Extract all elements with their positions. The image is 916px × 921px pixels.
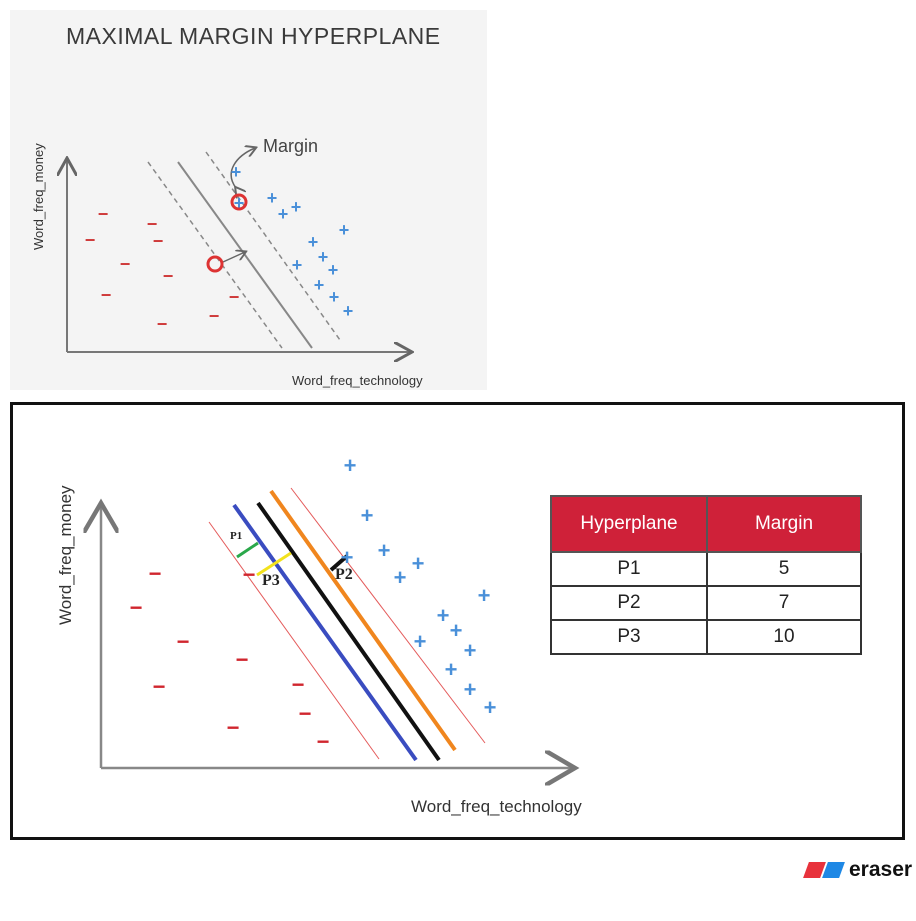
minus-marker: − <box>292 672 305 697</box>
plus-marker: + <box>328 260 339 280</box>
eraser-logo-text: eraser <box>849 858 913 881</box>
minus-marker: − <box>130 595 143 620</box>
bottom-p2-margin-indicator <box>329 554 349 572</box>
top-support-vector-minus <box>206 255 224 273</box>
top-diagram-panel: MAXIMAL MARGIN HYPERPLANE Word_freq_mone… <box>10 10 487 390</box>
bottom-x-axis-label: Word_freq_technology <box>411 797 582 816</box>
plus-marker: + <box>308 232 319 252</box>
minus-marker: − <box>149 561 162 586</box>
plus-marker: + <box>464 638 477 663</box>
minus-marker: − <box>227 715 240 740</box>
top-margin-small-arrow <box>222 252 245 263</box>
plus-marker: + <box>278 204 289 224</box>
table-cell-hyperplane: P3 <box>550 619 708 655</box>
top-title: MAXIMAL MARGIN HYPERPLANE <box>66 23 441 49</box>
minus-marker: − <box>157 314 168 334</box>
plus-marker: + <box>361 503 374 528</box>
margin-table: Hyperplane Margin P1 5 P2 7 P3 10 <box>550 495 862 655</box>
top-margin-label: Margin <box>263 136 318 156</box>
minus-marker: − <box>101 285 112 305</box>
margin-table-header-row: Hyperplane Margin <box>550 495 862 553</box>
minus-marker: − <box>299 701 312 726</box>
minus-marker: − <box>243 562 256 587</box>
top-diagram-svg: MAXIMAL MARGIN HYPERPLANE Word_freq_mone… <box>31 23 441 388</box>
plus-marker: + <box>314 275 325 295</box>
minus-marker: − <box>153 674 166 699</box>
minus-marker: − <box>236 647 249 672</box>
table-cell-hyperplane: P2 <box>550 585 708 621</box>
top-points-group: − −− −−−− −− −+++ ++++++ ++++ <box>85 162 354 334</box>
bottom-y-axis-label: Word_freq_money <box>56 485 75 625</box>
bottom-hyperplane-p1 <box>232 503 418 762</box>
bottom-p1-margin-indicator <box>236 541 259 559</box>
plus-marker: + <box>394 565 407 590</box>
bottom-hyperplane-p3 <box>269 489 457 752</box>
bottom-p2-label: P2 <box>335 566 353 583</box>
minus-marker: − <box>229 287 240 307</box>
top-margin-curved-arrow <box>230 148 255 188</box>
plus-marker: + <box>450 618 463 643</box>
minus-marker: − <box>98 204 109 224</box>
minus-marker: − <box>147 214 158 234</box>
top-support-vector-plus <box>230 193 248 211</box>
plus-marker: + <box>291 197 302 217</box>
bottom-p3-margin-indicator <box>256 551 292 577</box>
eraser-logo: eraser <box>803 858 913 882</box>
minus-marker: − <box>163 266 174 286</box>
bottom-thin-margin-line-right <box>290 487 486 744</box>
bottom-thin-margin-line-left <box>208 521 380 760</box>
table-cell-margin: 5 <box>706 551 862 587</box>
plus-marker: + <box>414 629 427 654</box>
minus-marker: − <box>85 230 96 250</box>
top-margin-line-right <box>205 151 341 341</box>
plus-marker: + <box>234 193 245 213</box>
table-cell-margin: 10 <box>706 619 862 655</box>
plus-marker: + <box>343 301 354 321</box>
plus-marker: + <box>378 538 391 563</box>
bottom-diagram-frame: Word_freq_money Word_freq_technology P1 … <box>10 402 905 840</box>
plus-marker: + <box>344 453 357 478</box>
minus-marker: − <box>209 306 220 326</box>
plus-marker: + <box>478 583 491 608</box>
plus-marker: + <box>339 220 350 240</box>
bottom-p3-label: P3 <box>262 572 280 589</box>
plus-marker: + <box>267 188 278 208</box>
plus-marker: + <box>484 695 497 720</box>
margin-table-header-hyperplane: Hyperplane <box>550 495 708 553</box>
bottom-diagram-svg: Word_freq_money Word_freq_technology P1 … <box>56 453 582 816</box>
minus-marker: − <box>153 231 164 251</box>
eraser-logo-mark-icon <box>803 862 845 878</box>
minus-marker: − <box>177 629 190 654</box>
minus-marker: − <box>120 254 131 274</box>
top-x-axis-label: Word_freq_technology <box>292 373 423 388</box>
margin-table-header-margin: Margin <box>706 495 862 553</box>
plus-marker: + <box>341 545 354 570</box>
plus-marker: + <box>231 162 242 182</box>
plus-marker: + <box>329 287 340 307</box>
bottom-points-group: −−−−− −−−−−++++ ++++++++++ <box>130 453 497 754</box>
table-row: P3 10 <box>550 619 862 655</box>
plus-marker: + <box>412 551 425 576</box>
plus-marker: + <box>445 657 458 682</box>
top-y-axis-label: Word_freq_money <box>31 143 46 250</box>
table-cell-margin: 7 <box>706 585 862 621</box>
plus-marker: + <box>292 255 303 275</box>
minus-marker: − <box>317 729 330 754</box>
plus-marker: + <box>464 677 477 702</box>
table-row: P2 7 <box>550 585 862 621</box>
bottom-p1-label: P1 <box>230 530 242 542</box>
plus-marker: + <box>318 247 329 267</box>
table-cell-hyperplane: P1 <box>550 551 708 587</box>
top-margin-line-left <box>147 161 283 349</box>
table-row: P1 5 <box>550 551 862 587</box>
plus-marker: + <box>437 603 450 628</box>
bottom-hyperplane-p2 <box>256 501 441 762</box>
